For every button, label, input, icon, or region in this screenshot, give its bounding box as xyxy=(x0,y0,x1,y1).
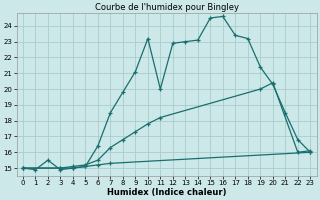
Title: Courbe de l'humidex pour Bingley: Courbe de l'humidex pour Bingley xyxy=(95,3,239,12)
X-axis label: Humidex (Indice chaleur): Humidex (Indice chaleur) xyxy=(107,188,226,197)
